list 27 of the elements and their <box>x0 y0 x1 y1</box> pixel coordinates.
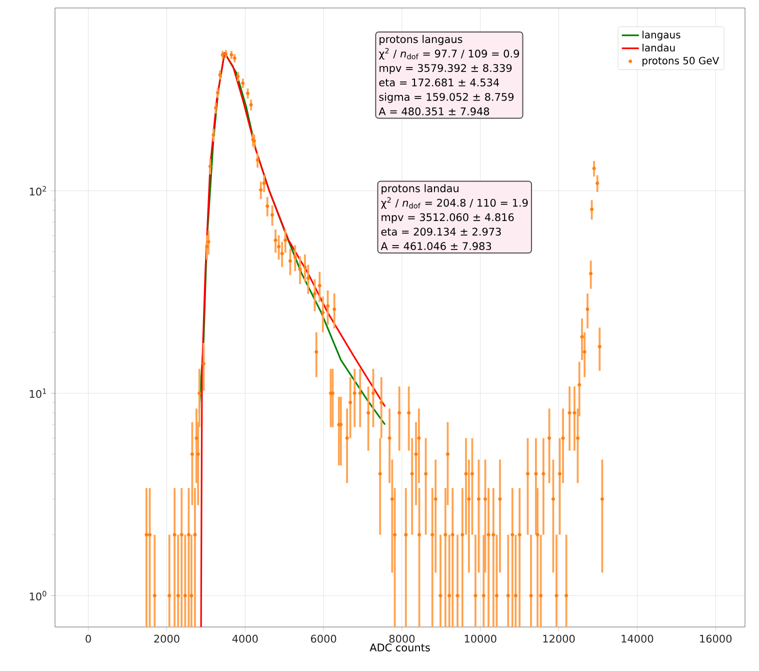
annotation: χ$^{2}$ / n$_{dof}$ = 204.8 / 110 = 1.9 <box>381 197 528 209</box>
annotation: eta = 172.681 ± 4.534 <box>379 78 500 86</box>
x-axis-title: ADC counts <box>370 644 430 652</box>
annotation: mpv = 3512.060 ± 4.816 <box>382 213 514 224</box>
x-tick-label: 0 <box>86 634 91 643</box>
x-tick-label: 8000 <box>389 634 415 643</box>
annotation: mpv = 3579.392 ± 8.339 <box>380 64 512 74</box>
legend-label: protons 50 GeV <box>642 56 720 66</box>
annotation: protons langaus <box>380 35 462 46</box>
x-tick-label: 6000 <box>310 634 336 643</box>
annotation: eta = 209.134 ± 2.973 <box>381 228 501 236</box>
annotation: sigma = 159.052 ± 8.759 <box>379 92 514 103</box>
y-tick-label: 10$^{1}$ <box>30 388 46 398</box>
legend-label: landau <box>642 44 675 52</box>
x-tick-label: 12000 <box>543 634 575 643</box>
y-tick-label: 10$^{2}$ <box>30 186 46 196</box>
annotation: A = 461.046 ± 7.983 <box>380 242 492 250</box>
x-tick-label: 4000 <box>232 634 258 643</box>
x-tick-label: 10000 <box>464 634 496 643</box>
x-tick-label: 14000 <box>622 634 654 643</box>
annotation: χ$^{2}$ / n$_{dof}$ = 97.7 / 109 = 0.9 <box>378 48 520 60</box>
x-tick-label: 16000 <box>700 634 732 643</box>
y-tick-label: 10$^{0}$ <box>30 590 46 600</box>
annotation: protons landau <box>382 184 458 194</box>
legend-label: langaus <box>642 30 680 40</box>
x-tick-label: 2000 <box>154 634 180 643</box>
annotation: A = 480.351 ± 7.948 <box>378 107 490 116</box>
